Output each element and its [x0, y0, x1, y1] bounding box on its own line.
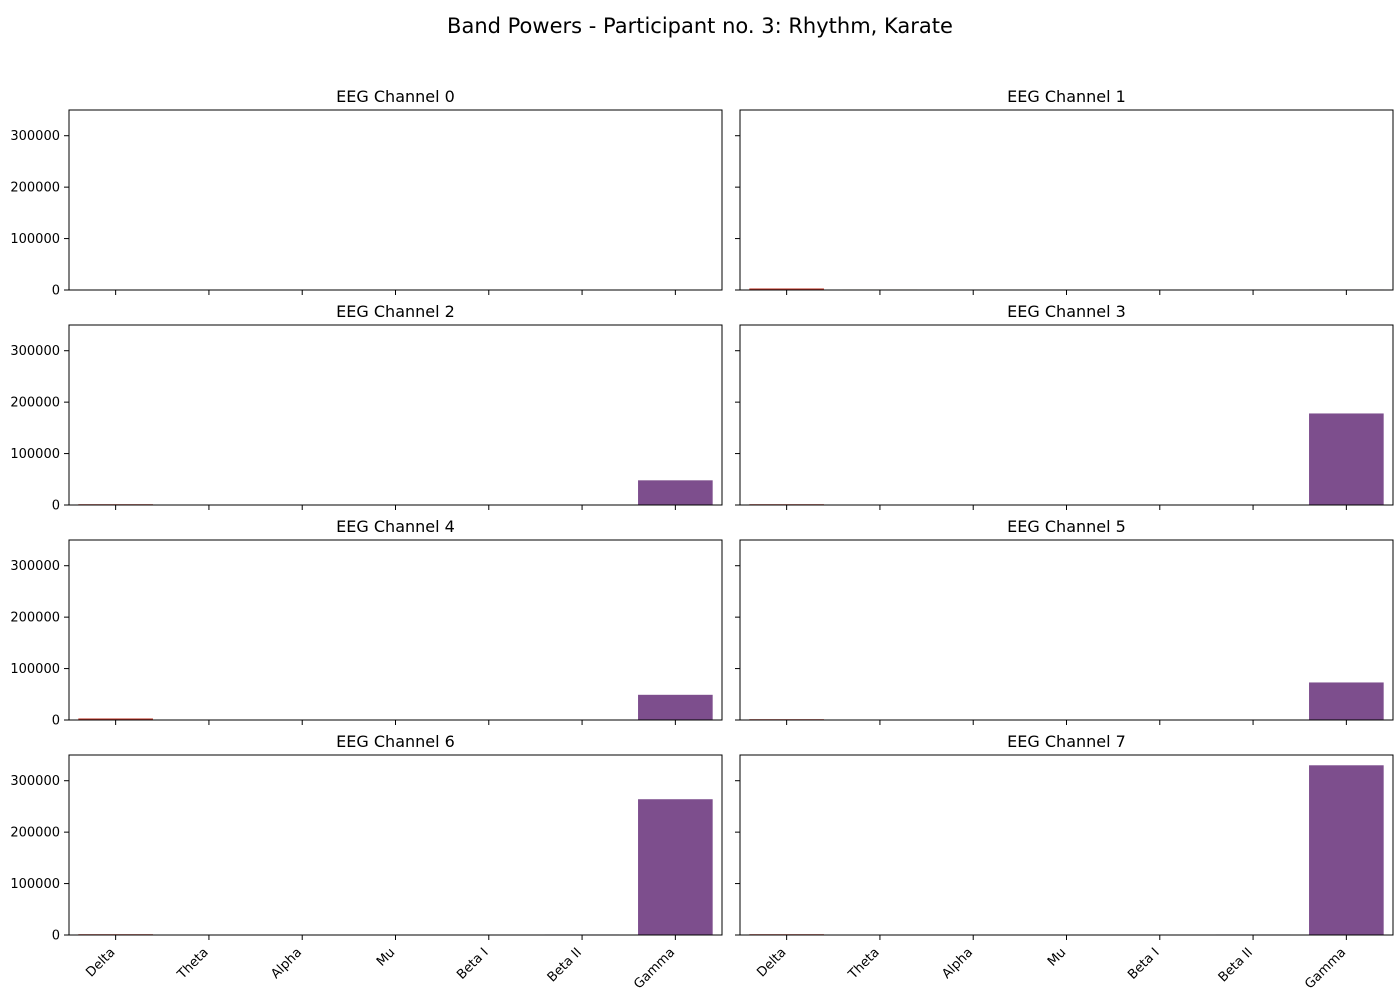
subplot-ch2: EEG Channel 2 0 100000 200000 300000	[10, 302, 723, 514]
x-tick-label: Delta	[83, 945, 118, 980]
x-tick-label: Theta	[845, 945, 883, 983]
axes-frame	[68, 109, 723, 291]
x-tick-label: Beta II	[545, 945, 585, 985]
figure-title: Band Powers - Participant no. 3: Rhythm,…	[447, 14, 953, 38]
bar-delta	[78, 718, 153, 720]
y-tick-label: 300000	[10, 129, 60, 144]
subplot-title: EEG Channel 7	[1007, 732, 1126, 751]
x-tick-label: Beta I	[1125, 945, 1162, 982]
x-tick-label: Mu	[1045, 945, 1069, 969]
axes-frame	[68, 324, 723, 506]
y-tick-label: 100000	[10, 662, 60, 677]
y-tick-label: 0	[52, 499, 60, 514]
subplot-title: EEG Channel 1	[1007, 87, 1126, 106]
bar-gamma	[1309, 682, 1384, 720]
y-tick-label: 200000	[10, 396, 60, 411]
bar-gamma	[1309, 413, 1384, 505]
subplot-ch1: EEG Channel 1	[735, 87, 1394, 295]
subplot-ch6: EEG Channel 6 0 100000 200000 300000 Delta The…	[10, 732, 723, 992]
y-tick-label: 100000	[10, 447, 60, 462]
subplot-ch5: EEG Channel 5	[735, 517, 1394, 725]
subplot-ch3: EEG Channel 3	[735, 302, 1394, 510]
y-tick-label: 0	[52, 284, 60, 299]
subplot-title: EEG Channel 0	[336, 87, 455, 106]
x-tick-label: Beta II	[1216, 945, 1256, 985]
x-tick-label: Gamma	[1302, 945, 1349, 992]
subplot-title: EEG Channel 3	[1007, 302, 1126, 321]
y-tick-label: 200000	[10, 181, 60, 196]
y-tick-label: 100000	[10, 877, 60, 892]
bar-delta	[749, 288, 824, 290]
bar-gamma	[1309, 765, 1384, 935]
y-tick-label: 300000	[10, 559, 60, 574]
y-tick-label: 0	[52, 929, 60, 944]
subplot-ch7: EEG Channel 7 Delta Theta Alpha Mu Beta I Beta…	[735, 732, 1394, 992]
bar-gamma	[638, 799, 713, 935]
bar-gamma	[638, 480, 713, 505]
y-tick-label: 200000	[10, 611, 60, 626]
axes-frame	[739, 539, 1394, 721]
x-tick-label: Beta I	[454, 945, 491, 982]
subplot-title: EEG Channel 6	[336, 732, 455, 751]
subplot-title: EEG Channel 2	[336, 302, 455, 321]
axes-frame	[739, 324, 1394, 506]
axes-frame	[739, 754, 1394, 936]
x-tick-label: Delta	[754, 945, 789, 980]
subplot-title: EEG Channel 5	[1007, 517, 1126, 536]
y-tick-label: 300000	[10, 344, 60, 359]
x-tick-label: Theta	[174, 945, 212, 983]
y-tick-label: 200000	[10, 826, 60, 841]
x-tick-label: Gamma	[631, 945, 678, 992]
axes-frame	[68, 754, 723, 936]
subplot-ch0: EEG Channel 0 0 100000 200000 300000	[10, 87, 723, 299]
y-tick-label: 0	[52, 714, 60, 729]
subplot-title: EEG Channel 4	[336, 517, 455, 536]
x-tick-label: Alpha	[268, 945, 305, 982]
axes-frame	[739, 109, 1394, 291]
y-tick-label: 100000	[10, 232, 60, 247]
axes-frame	[68, 539, 723, 721]
y-tick-label: 300000	[10, 774, 60, 789]
x-tick-label: Alpha	[939, 945, 976, 982]
subplot-ch4: EEG Channel 4 0 100000 200000 300000	[10, 517, 723, 729]
x-tick-label: Mu	[374, 945, 398, 969]
bar-gamma	[638, 694, 713, 720]
